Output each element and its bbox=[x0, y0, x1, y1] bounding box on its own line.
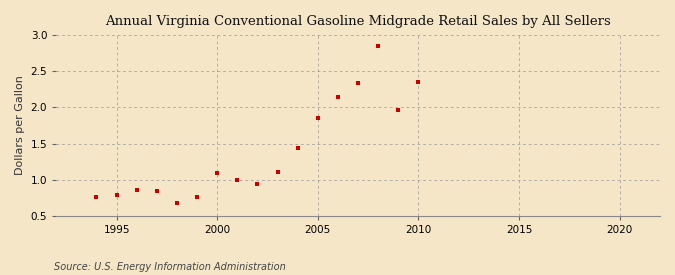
Point bbox=[272, 170, 283, 174]
Point bbox=[393, 108, 404, 112]
Point bbox=[91, 195, 102, 200]
Title: Annual Virginia Conventional Gasoline Midgrade Retail Sales by All Sellers: Annual Virginia Conventional Gasoline Mi… bbox=[105, 15, 611, 28]
Point bbox=[151, 189, 162, 193]
Point bbox=[171, 201, 182, 205]
Point bbox=[111, 193, 122, 197]
Point bbox=[313, 116, 323, 120]
Point bbox=[232, 178, 243, 182]
Point bbox=[353, 81, 364, 86]
Point bbox=[212, 171, 223, 176]
Point bbox=[252, 181, 263, 186]
Point bbox=[292, 146, 303, 150]
Point bbox=[333, 95, 344, 99]
Y-axis label: Dollars per Gallon: Dollars per Gallon bbox=[15, 76, 25, 175]
Point bbox=[413, 80, 424, 84]
Point bbox=[132, 188, 142, 192]
Point bbox=[192, 195, 202, 200]
Point bbox=[373, 44, 383, 49]
Text: Source: U.S. Energy Information Administration: Source: U.S. Energy Information Administ… bbox=[54, 262, 286, 272]
